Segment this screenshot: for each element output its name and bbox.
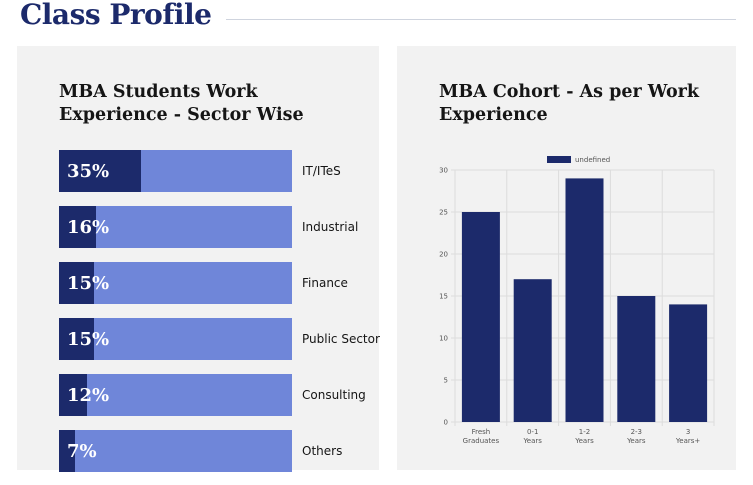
sector-row: 7% Others	[59, 430, 359, 472]
cohort-bar	[669, 304, 708, 422]
y-tick-label: 20	[439, 251, 448, 259]
sector-bar-label: Consulting	[302, 387, 366, 402]
cohort-bar	[565, 178, 604, 422]
legend-label: undefined	[575, 156, 610, 164]
sector-bar-value: 12%	[67, 385, 110, 406]
sector-bar	[59, 430, 75, 472]
x-tick-label: Fresh	[472, 428, 491, 436]
cohort-panel: MBA Cohort - As per Work Experience 0 5 10…	[397, 46, 736, 470]
sector-bar-value: 35%	[67, 161, 110, 182]
sector-bar-label: Public Sector	[302, 331, 380, 346]
y-tick-label: 0	[444, 419, 448, 427]
sector-row: 35% IT/ITeS	[59, 150, 359, 192]
sector-row: 15% Finance	[59, 262, 359, 304]
x-tick-label: 2-3	[631, 428, 642, 436]
x-tick-label: Years	[626, 437, 646, 445]
title-divider	[226, 19, 736, 20]
sector-bar-value: 15%	[67, 329, 110, 350]
x-tick-label: Years	[522, 437, 542, 445]
sector-bar	[59, 262, 94, 304]
sector-chart-title: MBA Students Work Experience - Sector Wi…	[59, 82, 304, 125]
sector-bar	[59, 150, 141, 192]
x-tick-label: 3	[686, 428, 690, 436]
page-title: Class Profile	[20, 0, 212, 31]
sector-bar-track: 7%	[59, 430, 292, 472]
sector-bar	[59, 374, 87, 416]
sector-row: 12% Consulting	[59, 374, 366, 416]
cohort-bar	[461, 212, 500, 422]
y-tick-label: 5	[444, 377, 448, 385]
sector-bar-label: Others	[302, 443, 343, 458]
sector-bar-track: 15%	[59, 318, 292, 360]
sector-row: 15% Public Sector	[59, 318, 380, 360]
sector-bar-label: Finance	[302, 275, 348, 290]
sector-panel: MBA Students Work Experience - Sector Wi…	[17, 46, 380, 472]
cohort-bar	[513, 279, 552, 422]
sector-bar-value: 7%	[67, 441, 97, 462]
x-tick-label: 0-1	[527, 428, 538, 436]
legend-swatch	[547, 156, 571, 163]
cohort-bar-chart: 051015202530FreshGraduates0-1Years1-2Yea…	[439, 156, 715, 445]
y-tick-label: 30	[439, 167, 448, 175]
cohort-bar	[617, 296, 656, 422]
sector-bar-label: IT/ITeS	[302, 163, 341, 178]
sector-bar-label: Industrial	[302, 219, 359, 234]
x-tick-label: Years	[574, 437, 594, 445]
sector-bar	[59, 206, 96, 248]
sector-bar-value: 16%	[67, 217, 110, 238]
cohort-chart-title: MBA Cohort - As per Work Experience	[439, 82, 700, 125]
y-tick-label: 25	[439, 209, 448, 217]
sector-bar-track: 12%	[59, 374, 292, 416]
sector-bar-track: 16%	[59, 206, 292, 248]
sector-bar-track: 15%	[59, 262, 292, 304]
y-tick-label: 15	[439, 293, 448, 301]
y-tick-label: 10	[439, 335, 448, 343]
sector-row: 16% Industrial	[59, 206, 359, 248]
sector-bar-value: 15%	[67, 273, 110, 294]
x-tick-label: Years+	[675, 437, 700, 445]
sector-bar-track: 35%	[59, 150, 292, 192]
x-tick-label: 1-2	[579, 428, 590, 436]
sector-bar	[59, 318, 94, 360]
x-tick-label: Graduates	[463, 437, 500, 445]
